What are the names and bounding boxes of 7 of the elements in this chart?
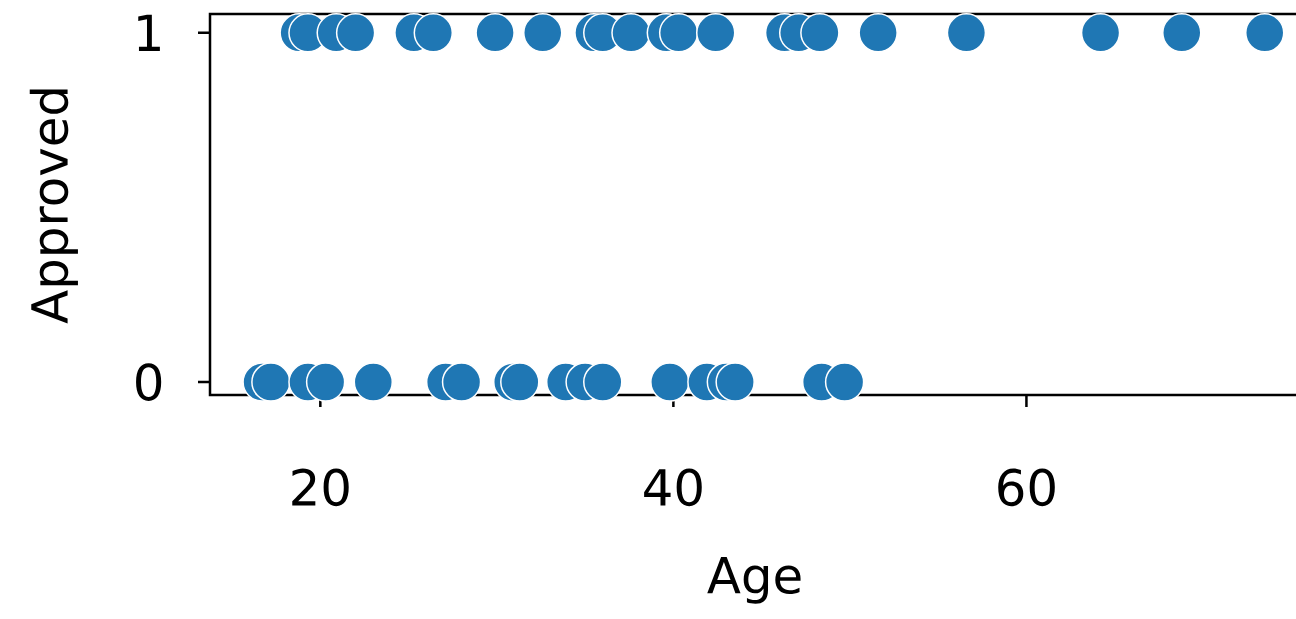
y-axis-title: Approved bbox=[29, 89, 78, 324]
x-tick-label: 20 bbox=[292, 468, 349, 507]
x-tick-label: 60 bbox=[998, 468, 1055, 507]
x-axis-title: Age bbox=[707, 557, 801, 604]
x-tick-label: 40 bbox=[644, 468, 702, 507]
y-tick-label: 1 bbox=[138, 14, 160, 52]
y-tick-label: 0 bbox=[136, 363, 162, 401]
